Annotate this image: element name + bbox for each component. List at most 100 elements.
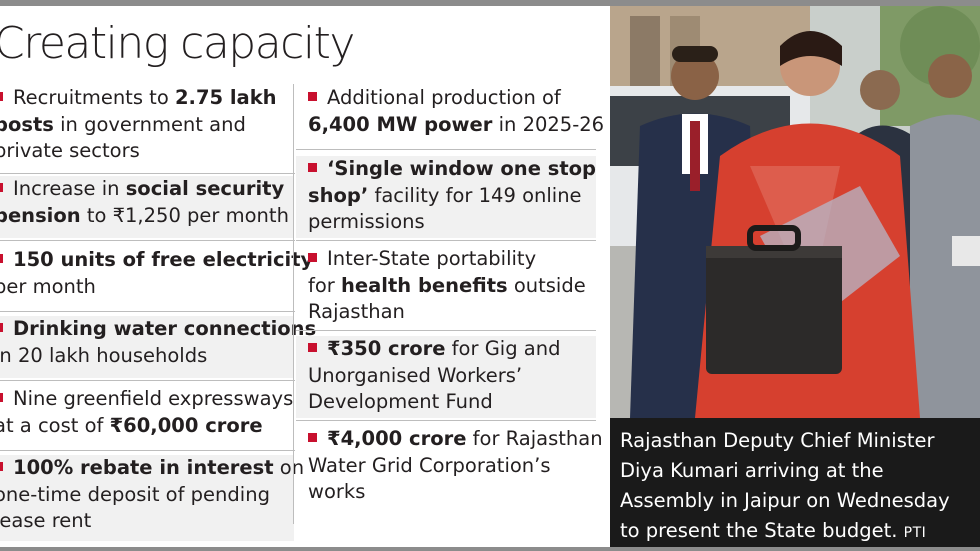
text: in government and xyxy=(53,112,246,136)
list-item-line: Drinking water connections xyxy=(0,316,316,343)
item-separator xyxy=(0,450,295,451)
list-item-line: 150 units of free electricity xyxy=(0,247,313,274)
bold-text: pension xyxy=(0,203,81,227)
bold-text: ₹350 crore xyxy=(327,337,446,360)
text: on xyxy=(273,456,305,479)
caption-text: to present the State budget. xyxy=(620,519,898,542)
text: in 20 lakh households xyxy=(0,343,208,367)
list-item: Increase in social security pension to ₹1… xyxy=(0,176,294,238)
list-item-line: lease rent xyxy=(0,508,294,535)
list-item-line: pension to ₹1,250 per month xyxy=(0,203,294,230)
text: permissions xyxy=(308,210,425,233)
list-item-line: Water Grid Corporation’s xyxy=(308,453,596,480)
list-item-line: in 20 lakh households xyxy=(0,343,294,370)
list-item-line: one-time deposit of pending xyxy=(0,482,294,509)
list-item-line: per month xyxy=(0,274,294,301)
red-square-bullet-icon xyxy=(308,343,317,352)
red-square-bullet-icon xyxy=(0,393,3,402)
bold-text: shop’ xyxy=(308,183,369,207)
text: per month xyxy=(0,274,96,298)
text: in 2025-26 xyxy=(492,112,605,136)
text: for xyxy=(308,273,342,297)
red-square-bullet-icon xyxy=(308,253,317,262)
text: for Gig and xyxy=(445,337,561,360)
text: Additional production of xyxy=(327,86,561,109)
column-divider xyxy=(293,84,294,524)
list-item-line: Rajasthan xyxy=(308,299,596,326)
text: to ₹1,250 per month xyxy=(80,203,289,227)
list-item: Drinking water connections in 20 lakh hou… xyxy=(0,316,316,378)
list-item-line: Recruitments to 2.75 lakh xyxy=(0,85,294,112)
list-item-line: private sectors xyxy=(0,138,294,165)
text: Increase in xyxy=(13,177,126,200)
list-item: 150 units of free electricity per month xyxy=(0,247,313,309)
bold-text: 100% rebate in interest xyxy=(13,456,274,479)
list-item-line: Development Fund xyxy=(308,389,596,416)
list-item-line: 6,400 MW power in 2025-26 xyxy=(308,112,604,139)
list-item-line: Inter-State portability xyxy=(308,246,596,273)
photo-credit: PTI xyxy=(903,525,927,541)
text: private sectors xyxy=(0,139,140,162)
news-photo xyxy=(610,6,980,418)
red-square-bullet-icon xyxy=(0,462,3,471)
list-item-line: Additional production of xyxy=(308,85,596,112)
text: works xyxy=(308,480,366,503)
list-item: Recruitments to 2.75 lakh posts in govern… xyxy=(0,85,294,171)
list-item-line: for health benefits outside xyxy=(308,273,596,300)
list-item-line: permissions xyxy=(308,209,596,236)
list-item-line: Nine greenfield expressways xyxy=(0,386,294,413)
caption-line: Diya Kumari arriving at the xyxy=(620,459,884,482)
bold-text: 2.75 lakh xyxy=(174,86,277,109)
item-separator xyxy=(0,240,295,241)
list-item-line: shop’ facility for 149 online xyxy=(308,183,596,210)
list-item: ₹4,000 crore for Rajasthan Water Grid Cor… xyxy=(296,426,603,508)
text: Inter-State portability xyxy=(327,247,537,270)
item-separator xyxy=(0,311,295,312)
item-separator xyxy=(0,173,295,174)
bold-text: 150 units of free electricity xyxy=(13,248,314,271)
list-item-line: at a cost of ₹60,000 crore xyxy=(0,413,294,440)
list-item: ₹350 crore for Gig and Unorganised Worker… xyxy=(296,336,596,418)
red-square-bullet-icon xyxy=(308,433,317,442)
bold-text: Drinking water connections xyxy=(13,317,317,340)
item-separator xyxy=(296,240,596,241)
list-item: ‘Single window one stop shop’ facility fo… xyxy=(296,156,596,238)
bold-text: ‘Single window one stop xyxy=(327,157,596,180)
text: Nine greenfield expressways xyxy=(13,387,294,410)
list-item-line: ‘Single window one stop xyxy=(308,156,596,183)
list-item-line: Increase in social security xyxy=(0,176,294,203)
list-item-line: posts in government and xyxy=(0,112,294,139)
text: Recruitments to xyxy=(13,86,175,109)
caption-line: Assembly in Jaipur on Wednesday xyxy=(620,489,950,512)
top-rule xyxy=(0,0,980,6)
list-item: Inter-State portability for health benefi… xyxy=(296,246,596,328)
list-item-line: ₹350 crore for Gig and xyxy=(308,336,596,363)
text: lease rent xyxy=(0,509,92,532)
text: Rajasthan xyxy=(308,300,405,323)
list-item-line: works xyxy=(308,479,596,506)
list-item-line: ₹4,000 crore for Rajasthan xyxy=(308,426,603,453)
page-title: Creating capacity xyxy=(0,18,355,69)
caption-line: to present the State budget. PTI xyxy=(620,516,970,548)
bold-text: health benefits xyxy=(341,273,508,297)
list-item: Additional production of 6,400 MW power i… xyxy=(296,85,604,147)
item-separator xyxy=(296,330,596,331)
bold-text: 6,400 MW power xyxy=(308,112,493,136)
red-square-bullet-icon xyxy=(0,254,3,263)
red-square-bullet-icon xyxy=(308,92,317,101)
bold-text: ₹4,000 crore xyxy=(327,427,467,450)
text: Unorganised Workers’ xyxy=(308,363,523,387)
bold-text: social security xyxy=(125,177,285,200)
list-item-line: 100% rebate in interest on xyxy=(0,455,304,482)
red-square-bullet-icon xyxy=(0,92,3,101)
text: one-time deposit of pending xyxy=(0,482,270,506)
list-item: 100% rebate in interest on one-time depos… xyxy=(0,455,304,541)
list-item: Nine greenfield expressways at a cost of … xyxy=(0,386,294,448)
text: for Rajasthan xyxy=(466,427,603,450)
bold-text: posts xyxy=(0,112,54,136)
bold-text: ₹60,000 crore xyxy=(109,413,263,437)
caption-line: Rajasthan Deputy Chief Minister xyxy=(620,429,935,452)
item-separator xyxy=(296,420,596,421)
red-square-bullet-icon xyxy=(0,323,3,332)
text: Development Fund xyxy=(308,390,493,413)
